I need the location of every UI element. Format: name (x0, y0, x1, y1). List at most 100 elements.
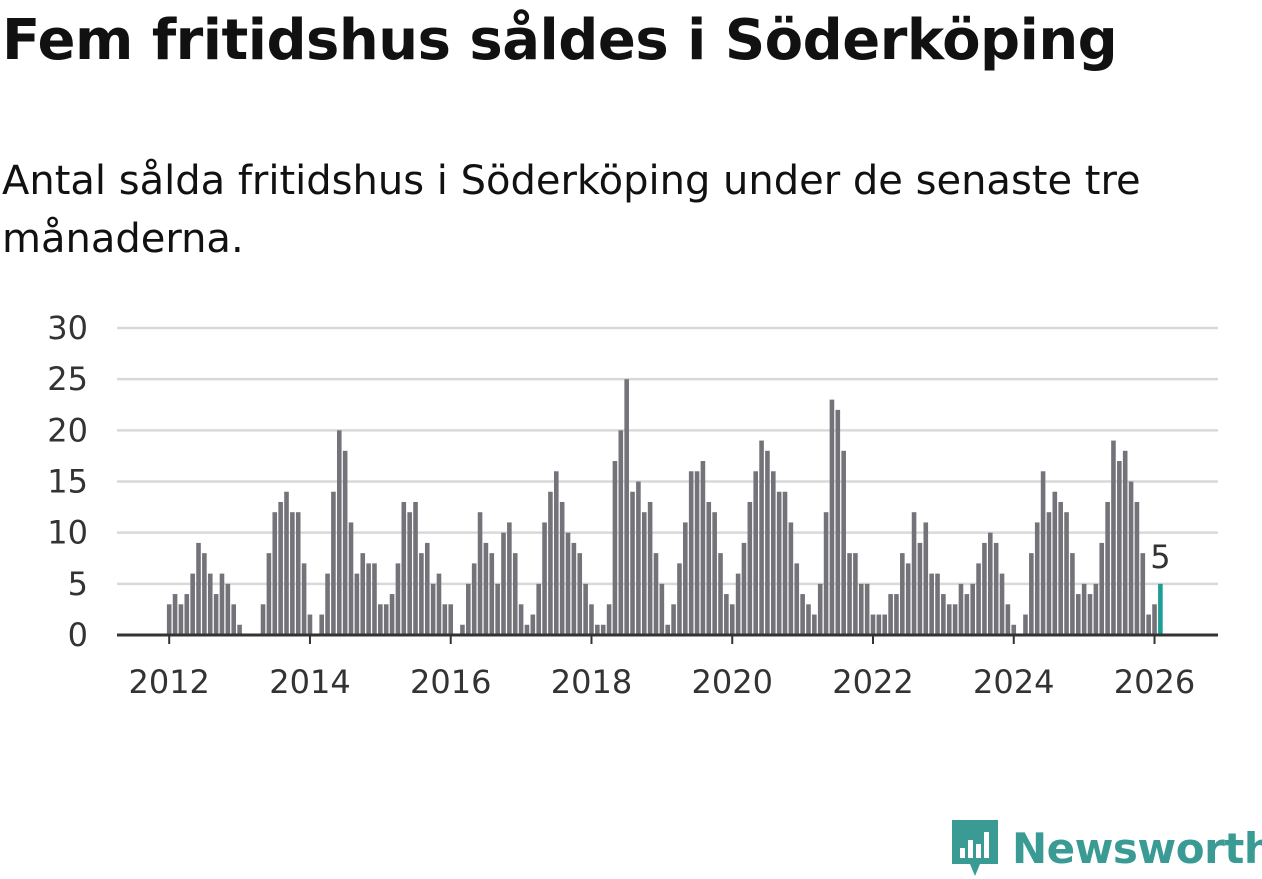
bar (724, 594, 729, 635)
bar (1093, 583, 1099, 635)
bar (618, 430, 624, 635)
x-tick-label: 2012 (128, 663, 209, 701)
bar (993, 542, 999, 635)
bar (190, 573, 195, 635)
bar (395, 563, 401, 635)
bar (641, 512, 647, 635)
bar (1034, 522, 1040, 635)
bar (589, 604, 594, 635)
bar (213, 594, 219, 635)
bar (266, 553, 272, 635)
bar (1146, 614, 1151, 635)
bar (518, 604, 524, 635)
y-tick-label: 30 (47, 309, 88, 347)
bar (876, 614, 882, 635)
bar (812, 614, 817, 635)
bar (407, 512, 412, 635)
bar (184, 594, 190, 635)
bar (372, 563, 377, 635)
bar (894, 594, 899, 635)
bar (565, 532, 571, 635)
bar (196, 542, 201, 635)
bar (782, 491, 788, 635)
bar (536, 583, 541, 635)
bar (442, 604, 448, 635)
bar (419, 553, 424, 635)
y-tick-label: 25 (47, 360, 88, 398)
bar (466, 583, 471, 635)
bar (489, 553, 495, 635)
bar (735, 573, 741, 635)
bar (577, 553, 583, 635)
bar (342, 450, 348, 635)
bar (477, 512, 483, 635)
bar (683, 522, 688, 635)
bar (219, 573, 225, 635)
bar (225, 583, 231, 635)
bar (413, 501, 418, 635)
bar (964, 594, 970, 635)
bar (946, 604, 952, 635)
bar (1052, 491, 1058, 635)
bar (765, 450, 770, 635)
bar (448, 604, 454, 635)
bar (706, 501, 712, 635)
bar (1117, 461, 1122, 635)
bar (905, 563, 911, 635)
bar (829, 399, 835, 635)
bar (1134, 501, 1140, 635)
bar (348, 522, 354, 635)
bar (1040, 471, 1046, 635)
bar (712, 512, 717, 635)
bar (512, 553, 518, 635)
bar (507, 522, 512, 635)
bar (290, 512, 295, 635)
bar (1029, 553, 1034, 635)
bar (788, 522, 794, 635)
bar (483, 542, 489, 635)
bar (800, 594, 805, 635)
newsworthy-brand: Newsworthy (950, 818, 1262, 878)
bar (389, 594, 395, 635)
y-tick-label: 0 (68, 616, 88, 654)
bar (624, 379, 629, 635)
bar (1011, 624, 1017, 635)
bar (688, 471, 694, 635)
bar (172, 594, 178, 635)
bar (295, 512, 301, 635)
bar (583, 583, 588, 635)
bar (401, 501, 407, 635)
bar (988, 532, 993, 635)
bar (307, 614, 313, 635)
y-tick-label: 20 (47, 411, 88, 449)
bar (319, 614, 324, 635)
bar (1111, 440, 1116, 635)
x-tick-label: 2018 (551, 663, 632, 701)
bar (231, 604, 237, 635)
bar (1058, 501, 1063, 635)
bar (1152, 604, 1157, 635)
bar (882, 614, 888, 635)
x-tick-label: 2020 (692, 663, 773, 701)
bar (864, 583, 870, 635)
bar (759, 440, 764, 635)
highlight-data-label: 5 (1150, 538, 1170, 576)
newsworthy-logo-icon (952, 820, 998, 876)
bar (677, 563, 682, 635)
bar (900, 553, 905, 635)
bar (976, 563, 981, 635)
bar (858, 583, 864, 635)
bar (430, 583, 436, 635)
bar (436, 573, 442, 635)
bar (941, 594, 946, 635)
bar (202, 553, 207, 635)
bar (923, 522, 929, 635)
bar (935, 573, 940, 635)
bar (700, 461, 706, 635)
x-tick-label: 2016 (410, 663, 491, 701)
x-tick-label: 2014 (269, 663, 350, 701)
bar (835, 409, 841, 635)
bar (284, 491, 289, 635)
bar (542, 522, 547, 635)
bar (911, 512, 917, 635)
